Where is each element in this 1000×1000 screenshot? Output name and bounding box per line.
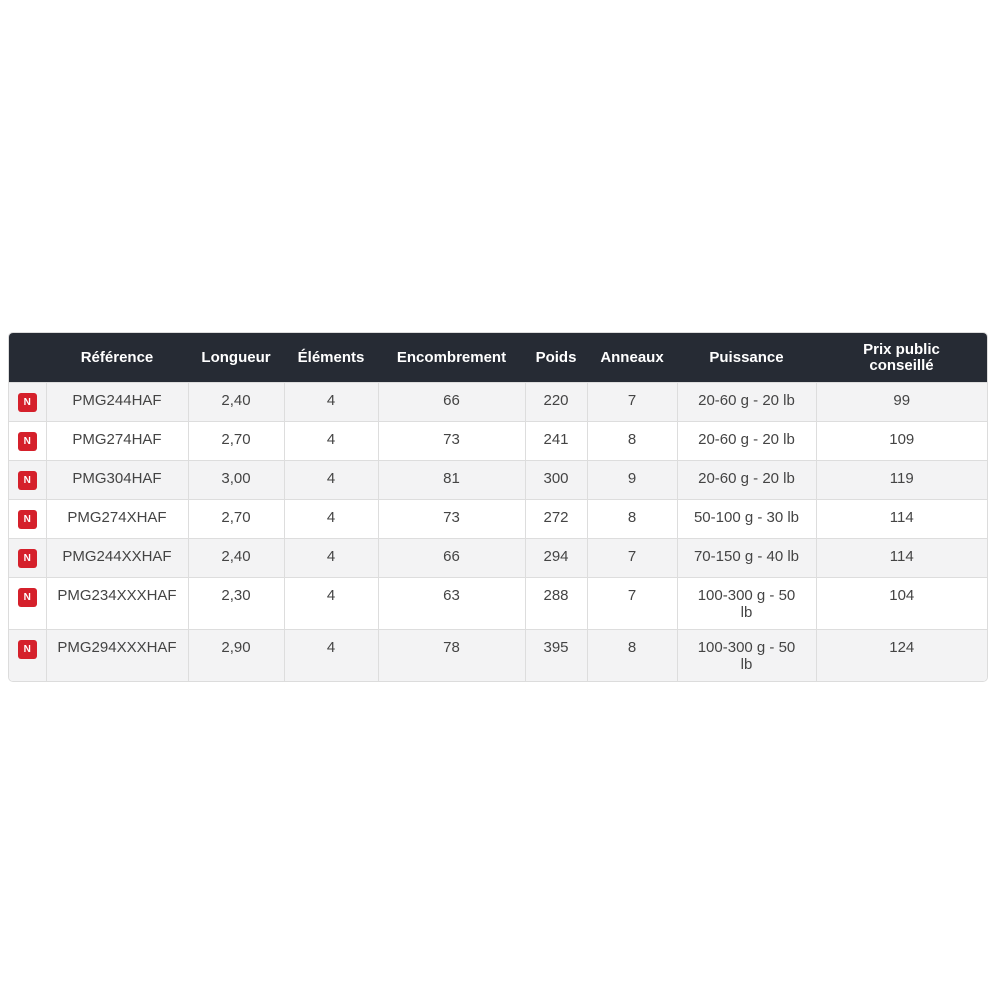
- badge-cell: N: [9, 460, 47, 500]
- cell-puissance: 20-60 g - 20 lb: [677, 421, 817, 461]
- header-badge: [9, 333, 46, 383]
- cell-longueur: 2,70: [188, 499, 285, 539]
- cell-elements: 4: [284, 629, 379, 681]
- cell-longueur: 2,40: [188, 382, 285, 422]
- cell-longueur: 2,70: [188, 421, 285, 461]
- cell-poids: 288: [525, 577, 588, 630]
- header-reference: Référence: [46, 333, 188, 383]
- cell-poids: 241: [525, 421, 588, 461]
- cell-elements: 4: [284, 577, 379, 630]
- cell-prix: 124: [816, 629, 987, 681]
- cell-prix: 114: [816, 499, 987, 539]
- cell-elements: 4: [284, 499, 379, 539]
- cell-longueur: 2,90: [188, 629, 285, 681]
- cell-encombrement: 73: [378, 421, 526, 461]
- cell-encombrement: 66: [378, 538, 526, 578]
- new-badge-icon: N: [17, 471, 37, 490]
- badge-cell: N: [9, 499, 47, 539]
- cell-prix: 114: [816, 538, 987, 578]
- badge-cell: N: [9, 538, 47, 578]
- cell-anneaux: 9: [587, 460, 678, 500]
- cell-elements: 4: [284, 538, 379, 578]
- header-longueur: Longueur: [188, 333, 284, 383]
- cell-encombrement: 63: [378, 577, 526, 630]
- table-row: N PMG274XHAF 2,70 4 73 272 8 50-100 g - 30 lb 11…: [9, 499, 987, 539]
- cell-encombrement: 66: [378, 382, 526, 422]
- cell-anneaux: 7: [587, 382, 678, 422]
- table-row: N PMG274HAF 2,70 4 73 241 8 20-60 g - 20 lb 109: [9, 421, 987, 461]
- cell-prix: 99: [816, 382, 987, 422]
- product-table-container: Référence Longueur Éléments Encombrement…: [8, 332, 988, 682]
- cell-longueur: 2,40: [188, 538, 285, 578]
- cell-prix: 119: [816, 460, 987, 500]
- cell-elements: 4: [284, 382, 379, 422]
- new-badge-icon: N: [17, 510, 37, 529]
- table-header-row: Référence Longueur Éléments Encombrement…: [9, 333, 987, 383]
- cell-puissance: 20-60 g - 20 lb: [677, 382, 817, 422]
- cell-puissance: 100-300 g - 50 lb: [677, 629, 817, 681]
- cell-anneaux: 8: [587, 629, 678, 681]
- cell-ref: PMG274HAF: [46, 421, 189, 461]
- header-anneaux: Anneaux: [587, 333, 677, 383]
- badge-cell: N: [9, 421, 47, 461]
- new-badge-icon: N: [17, 588, 37, 607]
- new-badge-icon: N: [17, 549, 37, 568]
- badge-cell: N: [9, 629, 47, 681]
- cell-ref: PMG234XXXHAF: [46, 577, 189, 630]
- cell-poids: 395: [525, 629, 588, 681]
- cell-poids: 272: [525, 499, 588, 539]
- cell-anneaux: 7: [587, 577, 678, 630]
- cell-longueur: 3,00: [188, 460, 285, 500]
- cell-puissance: 70-150 g - 40 lb: [677, 538, 817, 578]
- cell-encombrement: 73: [378, 499, 526, 539]
- cell-prix: 109: [816, 421, 987, 461]
- table-row: N PMG244HAF 2,40 4 66 220 7 20-60 g - 20 lb 99: [9, 382, 987, 422]
- cell-prix: 104: [816, 577, 987, 630]
- table-row: N PMG244XXHAF 2,40 4 66 294 7 70-150 g - 40 lb 1…: [9, 538, 987, 578]
- cell-encombrement: 78: [378, 629, 526, 681]
- cell-ref: PMG244XXHAF: [46, 538, 189, 578]
- badge-cell: N: [9, 382, 47, 422]
- table-row: N PMG234XXXHAF 2,30 4 63 288 7 100-300 g - 50 l…: [9, 577, 987, 630]
- header-prix: Prix public conseillé: [816, 333, 987, 383]
- new-badge-icon: N: [17, 393, 37, 412]
- cell-elements: 4: [284, 421, 379, 461]
- cell-elements: 4: [284, 460, 379, 500]
- cell-anneaux: 7: [587, 538, 678, 578]
- cell-ref: PMG294XXXHAF: [46, 629, 189, 681]
- header-elements: Éléments: [284, 333, 378, 383]
- cell-puissance: 100-300 g - 50 lb: [677, 577, 817, 630]
- table-row: N PMG304HAF 3,00 4 81 300 9 20-60 g - 20 lb 119: [9, 460, 987, 500]
- cell-longueur: 2,30: [188, 577, 285, 630]
- new-badge-icon: N: [17, 640, 37, 659]
- cell-ref: PMG244HAF: [46, 382, 189, 422]
- cell-anneaux: 8: [587, 421, 678, 461]
- cell-ref: PMG304HAF: [46, 460, 189, 500]
- badge-cell: N: [9, 577, 47, 630]
- cell-puissance: 50-100 g - 30 lb: [677, 499, 817, 539]
- product-spec-table: Référence Longueur Éléments Encombrement…: [9, 333, 987, 681]
- cell-encombrement: 81: [378, 460, 526, 500]
- new-badge-icon: N: [17, 432, 37, 451]
- cell-ref: PMG274XHAF: [46, 499, 189, 539]
- cell-poids: 220: [525, 382, 588, 422]
- cell-anneaux: 8: [587, 499, 678, 539]
- header-poids: Poids: [525, 333, 587, 383]
- cell-puissance: 20-60 g - 20 lb: [677, 460, 817, 500]
- table-row: N PMG294XXXHAF 2,90 4 78 395 8 100-300 g - 50 l…: [9, 629, 987, 681]
- header-encombrement: Encombrement: [378, 333, 525, 383]
- cell-poids: 300: [525, 460, 588, 500]
- cell-poids: 294: [525, 538, 588, 578]
- header-puissance: Puissance: [677, 333, 816, 383]
